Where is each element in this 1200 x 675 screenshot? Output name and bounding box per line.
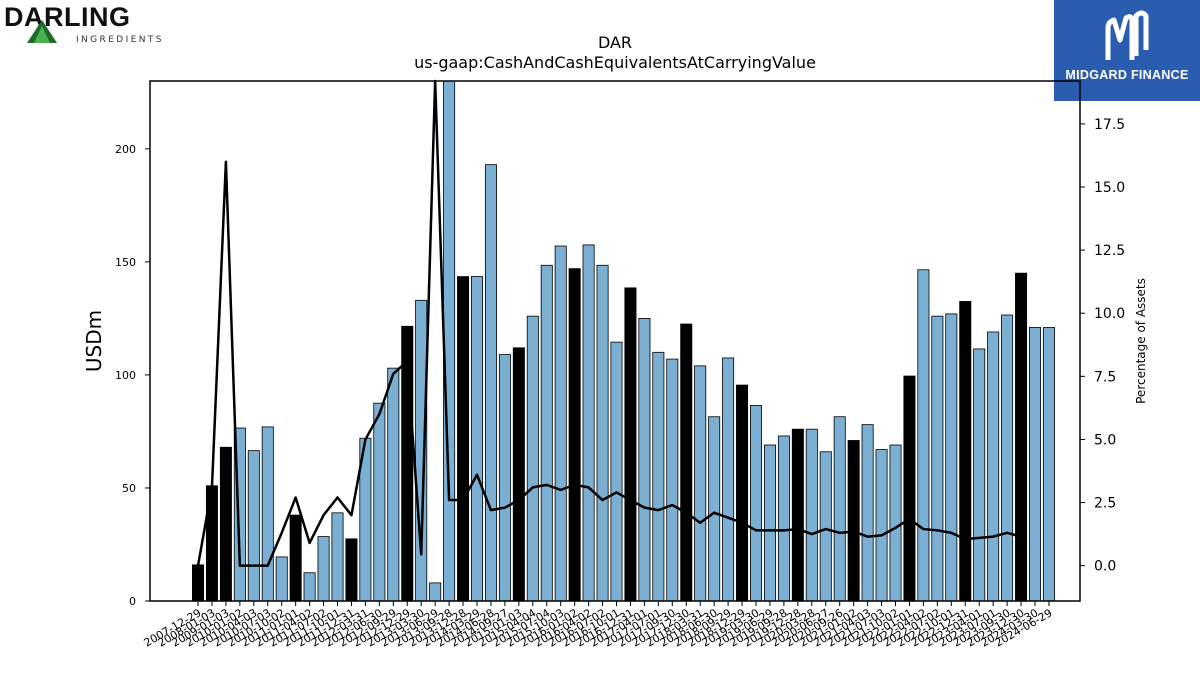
y-tick-label: 50 <box>122 482 136 495</box>
bar-2023-09-30 <box>1001 314 1014 602</box>
bar-2018-12-29 <box>736 384 749 602</box>
bar-2010-07-03 <box>261 426 274 602</box>
bar-2021-01-02 <box>847 440 860 602</box>
bar-2010-10-02 <box>275 556 288 602</box>
bar-2016-12-31 <box>624 287 637 602</box>
bar-2018-09-29 <box>722 357 735 602</box>
bar-2014-03-29 <box>470 276 483 602</box>
y-tick-label: 0 <box>129 595 136 608</box>
y-axis-label: USDm <box>82 310 106 372</box>
y-tick-label: 150 <box>115 256 136 269</box>
bar-2019-03-30 <box>750 405 763 602</box>
midgard-finance-logo: MIDGARD FINANCE <box>1054 0 1200 101</box>
logo-left-name: DARLING <box>4 2 131 32</box>
bar-2022-10-01 <box>945 313 958 602</box>
darling-ingredients-logo: DARLING INGREDIENTS <box>4 2 174 48</box>
y2-tick-label: 7.5 <box>1094 369 1116 385</box>
bar-2015-04-04 <box>526 315 539 602</box>
bar-2022-04-02 <box>917 269 930 602</box>
bar-2017-09-30 <box>666 358 679 602</box>
bar-2019-12-28 <box>791 428 804 602</box>
bar-2016-04-02 <box>582 244 595 602</box>
bar-2017-07-01 <box>652 351 665 602</box>
bar-2013-06-29 <box>429 582 442 602</box>
bar-2013-09-28 <box>443 80 456 602</box>
bar-2020-09-26 <box>833 416 846 602</box>
bar-2013-12-28 <box>457 276 470 602</box>
y2-tick-label: 5.0 <box>1094 432 1116 448</box>
bar-2021-04-03 <box>861 424 874 602</box>
y2-tick-label: 2.5 <box>1094 496 1116 512</box>
bar-2014-09-27 <box>498 354 511 602</box>
chart-subtitle: us-gaap:CashAndCashEquivalentsAtCarrying… <box>414 53 816 72</box>
bar-2012-09-29 <box>387 367 400 602</box>
bar-2022-12-31 <box>959 301 972 602</box>
x-axis: 2007-12-292008-01-032009-01-032010-01-02… <box>142 601 1054 650</box>
y2-tick-label: 0.0 <box>1094 559 1116 575</box>
chart-title: DAR <box>598 33 632 52</box>
percentage-of-assets-line <box>196 79 1022 567</box>
bar-2015-07-04 <box>540 264 553 602</box>
bar-2017-04-01 <box>638 317 651 602</box>
bar-2020-03-28 <box>805 428 818 602</box>
logo-right-name: MIDGARD FINANCE <box>1065 68 1189 82</box>
y2-axis: 0.0 2.5 5.0 7.5 10.0 12.5 15.0 17.5 <box>1080 117 1125 575</box>
bar-2015-10-03 <box>554 245 567 602</box>
bar-2016-01-02 <box>568 268 581 602</box>
bar-2019-06-29 <box>763 444 776 602</box>
line-layer <box>196 79 1022 567</box>
bar-2011-07-02 <box>317 536 330 602</box>
bar-2009-01-03 <box>219 446 232 602</box>
bar-2019-09-28 <box>777 435 790 602</box>
leaf-triangle-icon <box>27 20 57 43</box>
midgard-m-icon <box>1105 10 1149 60</box>
y2-tick-label: 12.5 <box>1094 243 1125 259</box>
bar-2012-06-30 <box>373 402 386 602</box>
logo-left-sub: INGREDIENTS <box>76 35 164 45</box>
bar-2020-06-27 <box>819 451 832 602</box>
bar-2011-01-01 <box>289 514 302 602</box>
bar-2016-10-01 <box>610 341 623 602</box>
y-axis: 0 50 100 150 200 <box>115 143 150 608</box>
bar-2016-07-02 <box>596 264 609 602</box>
bars-layer <box>191 80 1055 602</box>
bar-2021-07-03 <box>875 449 888 602</box>
bar-2022-07-02 <box>931 315 944 602</box>
bar-2024-06-29 <box>1042 327 1055 602</box>
bar-2018-03-31 <box>694 365 707 602</box>
bar-2023-04-01 <box>973 348 986 602</box>
bar-2023-07-01 <box>987 331 1000 602</box>
bar-2017-12-30 <box>680 323 693 602</box>
bar-2011-12-31 <box>345 538 358 602</box>
bar-2014-06-28 <box>484 164 497 602</box>
bar-2023-12-30 <box>1015 272 1028 602</box>
bar-2011-10-01 <box>331 512 344 602</box>
bar-2010-04-03 <box>247 450 260 602</box>
bar-2015-01-03 <box>512 347 525 602</box>
bar-2021-10-02 <box>889 444 902 602</box>
bar-2024-03-30 <box>1029 327 1042 602</box>
y2-axis-label: Percentage of Assets <box>1134 278 1148 404</box>
bar-2007-12-29 <box>191 564 204 602</box>
y2-tick-label: 10.0 <box>1094 306 1125 322</box>
y2-tick-label: 15.0 <box>1094 180 1125 196</box>
bar-2018-06-30 <box>708 416 721 602</box>
bar-2011-04-02 <box>303 572 316 602</box>
y2-tick-label: 17.5 <box>1094 117 1125 133</box>
bar-2022-01-01 <box>903 375 916 602</box>
y-tick-label: 200 <box>115 143 136 156</box>
y-tick-label: 100 <box>115 369 136 382</box>
plot-frame <box>149 80 1081 602</box>
